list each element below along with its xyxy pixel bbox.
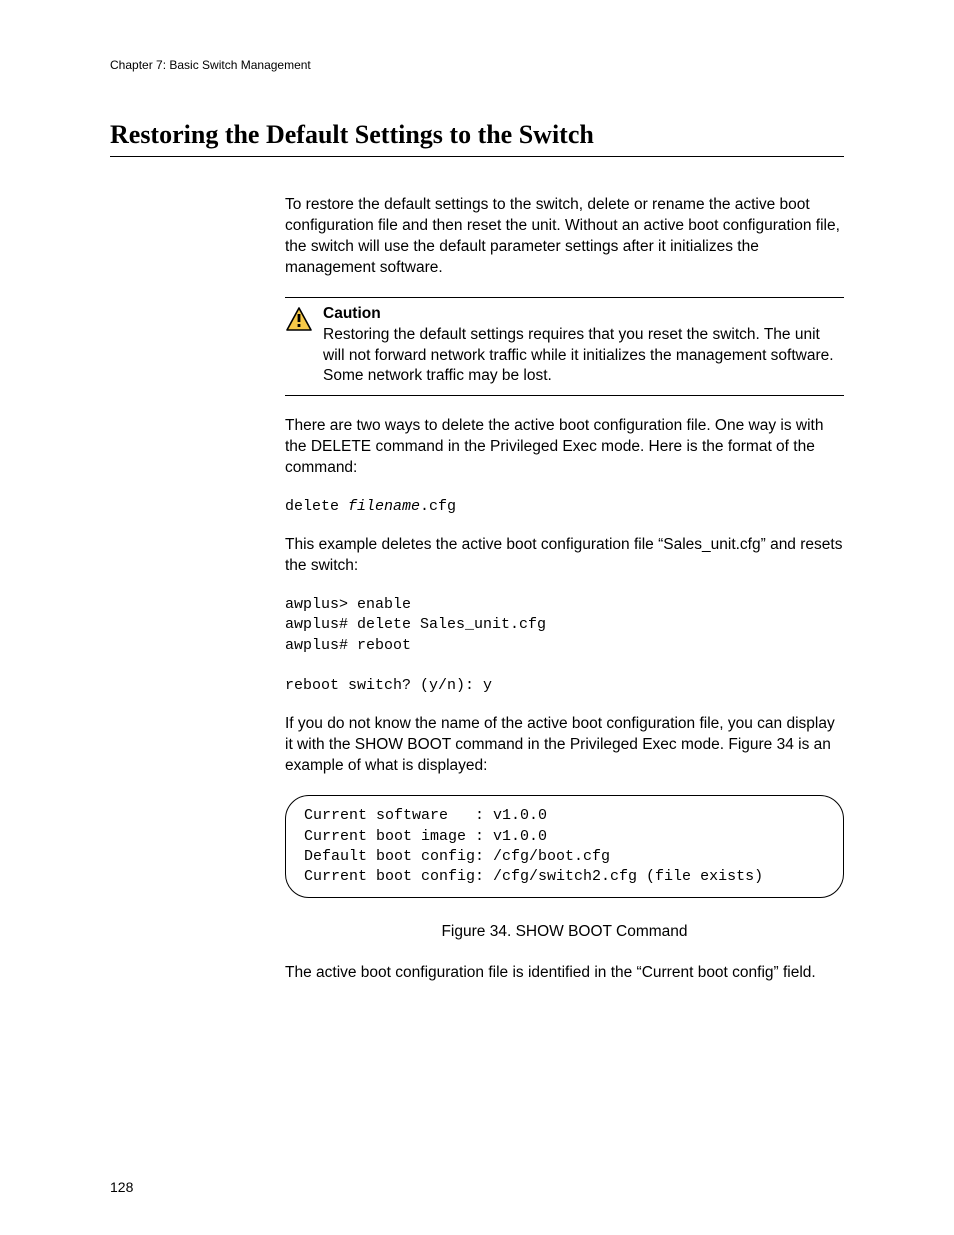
cmd-prefix: delete <box>285 498 348 515</box>
show-boot-output: Current software : v1.0.0 Current boot i… <box>304 806 825 887</box>
running-header: Chapter 7: Basic Switch Management <box>110 58 844 72</box>
page-number: 128 <box>110 1179 133 1195</box>
body-column: To restore the default settings to the s… <box>285 195 844 984</box>
page: Chapter 7: Basic Switch Management Resto… <box>0 0 954 1235</box>
example-intro-paragraph: This example deletes the active boot con… <box>285 535 844 577</box>
delete-methods-paragraph: There are two ways to delete the active … <box>285 416 844 479</box>
caution-label: Caution <box>323 305 381 322</box>
command-format: delete filename.cfg <box>285 497 844 517</box>
cmd-suffix: .cfg <box>420 498 456 515</box>
intro-paragraph: To restore the default settings to the s… <box>285 195 844 279</box>
show-boot-paragraph: If you do not know the name of the activ… <box>285 714 844 777</box>
example-commands: awplus> enable awplus# delete Sales_unit… <box>285 595 844 696</box>
caution-body: Restoring the default settings requires … <box>323 326 834 385</box>
cmd-variable: filename <box>348 498 420 515</box>
caution-icon <box>285 306 313 339</box>
section-title: Restoring the Default Settings to the Sw… <box>110 120 844 157</box>
closing-paragraph: The active boot configuration file is id… <box>285 963 844 984</box>
output-box: Current software : v1.0.0 Current boot i… <box>285 795 844 898</box>
caution-text: Caution Restoring the default settings r… <box>323 304 844 388</box>
caution-box: Caution Restoring the default settings r… <box>285 297 844 397</box>
figure-caption: Figure 34. SHOW BOOT Command <box>285 922 844 943</box>
